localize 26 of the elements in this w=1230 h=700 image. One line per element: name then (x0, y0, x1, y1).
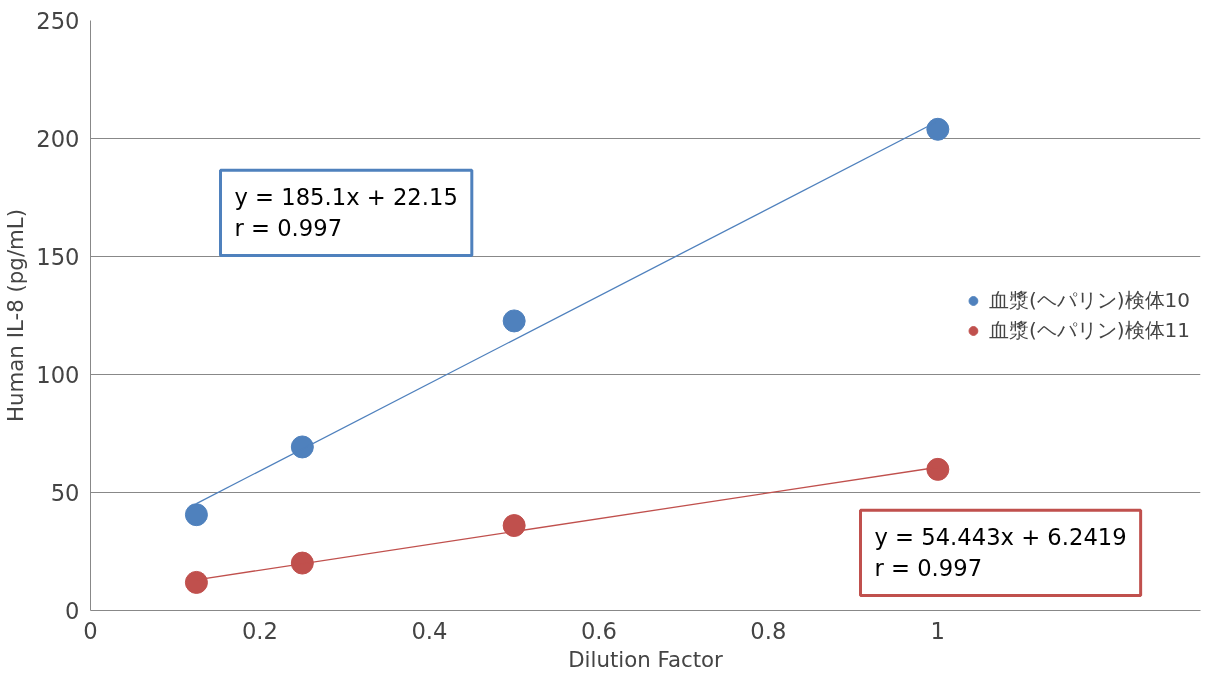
x-tick-label: 0.8 (750, 617, 787, 644)
y-tick-label: 50 (50, 480, 80, 506)
y-tick-label: 0 (65, 598, 80, 624)
x-axis-title: Dilution Factor (568, 646, 724, 672)
annotation: y = 185.1x + 22.15 r = 0.997 (234, 184, 458, 242)
x-tick-label: 0.4 (411, 617, 448, 644)
point (926, 117, 950, 141)
point (502, 514, 526, 538)
point (184, 570, 208, 594)
annotation: y = 54.443x + 6.2419 r = 0.997 (874, 524, 1127, 582)
point (502, 309, 526, 333)
point (290, 551, 314, 575)
y-tick-label: 150 (36, 244, 80, 270)
point (926, 457, 950, 481)
y-tick-label: 250 (36, 8, 80, 34)
x-tick-label: 0 (83, 617, 98, 644)
x-tick-label: 1 (930, 617, 946, 644)
legend-label: 血漿(ヘパリン)検体10 (988, 286, 1190, 314)
y-tick-label: 200 (36, 126, 80, 152)
y-tick-label: 100 (36, 362, 80, 388)
x-tick-label: 0.6 (580, 617, 617, 644)
legend-label: 血漿(ヘパリン)検体11 (988, 316, 1190, 344)
x-tick-label: 0.2 (241, 617, 278, 644)
point (290, 435, 314, 459)
y-axis-title: Human IL-8 (pg/mL) (3, 208, 29, 423)
point (184, 503, 208, 527)
